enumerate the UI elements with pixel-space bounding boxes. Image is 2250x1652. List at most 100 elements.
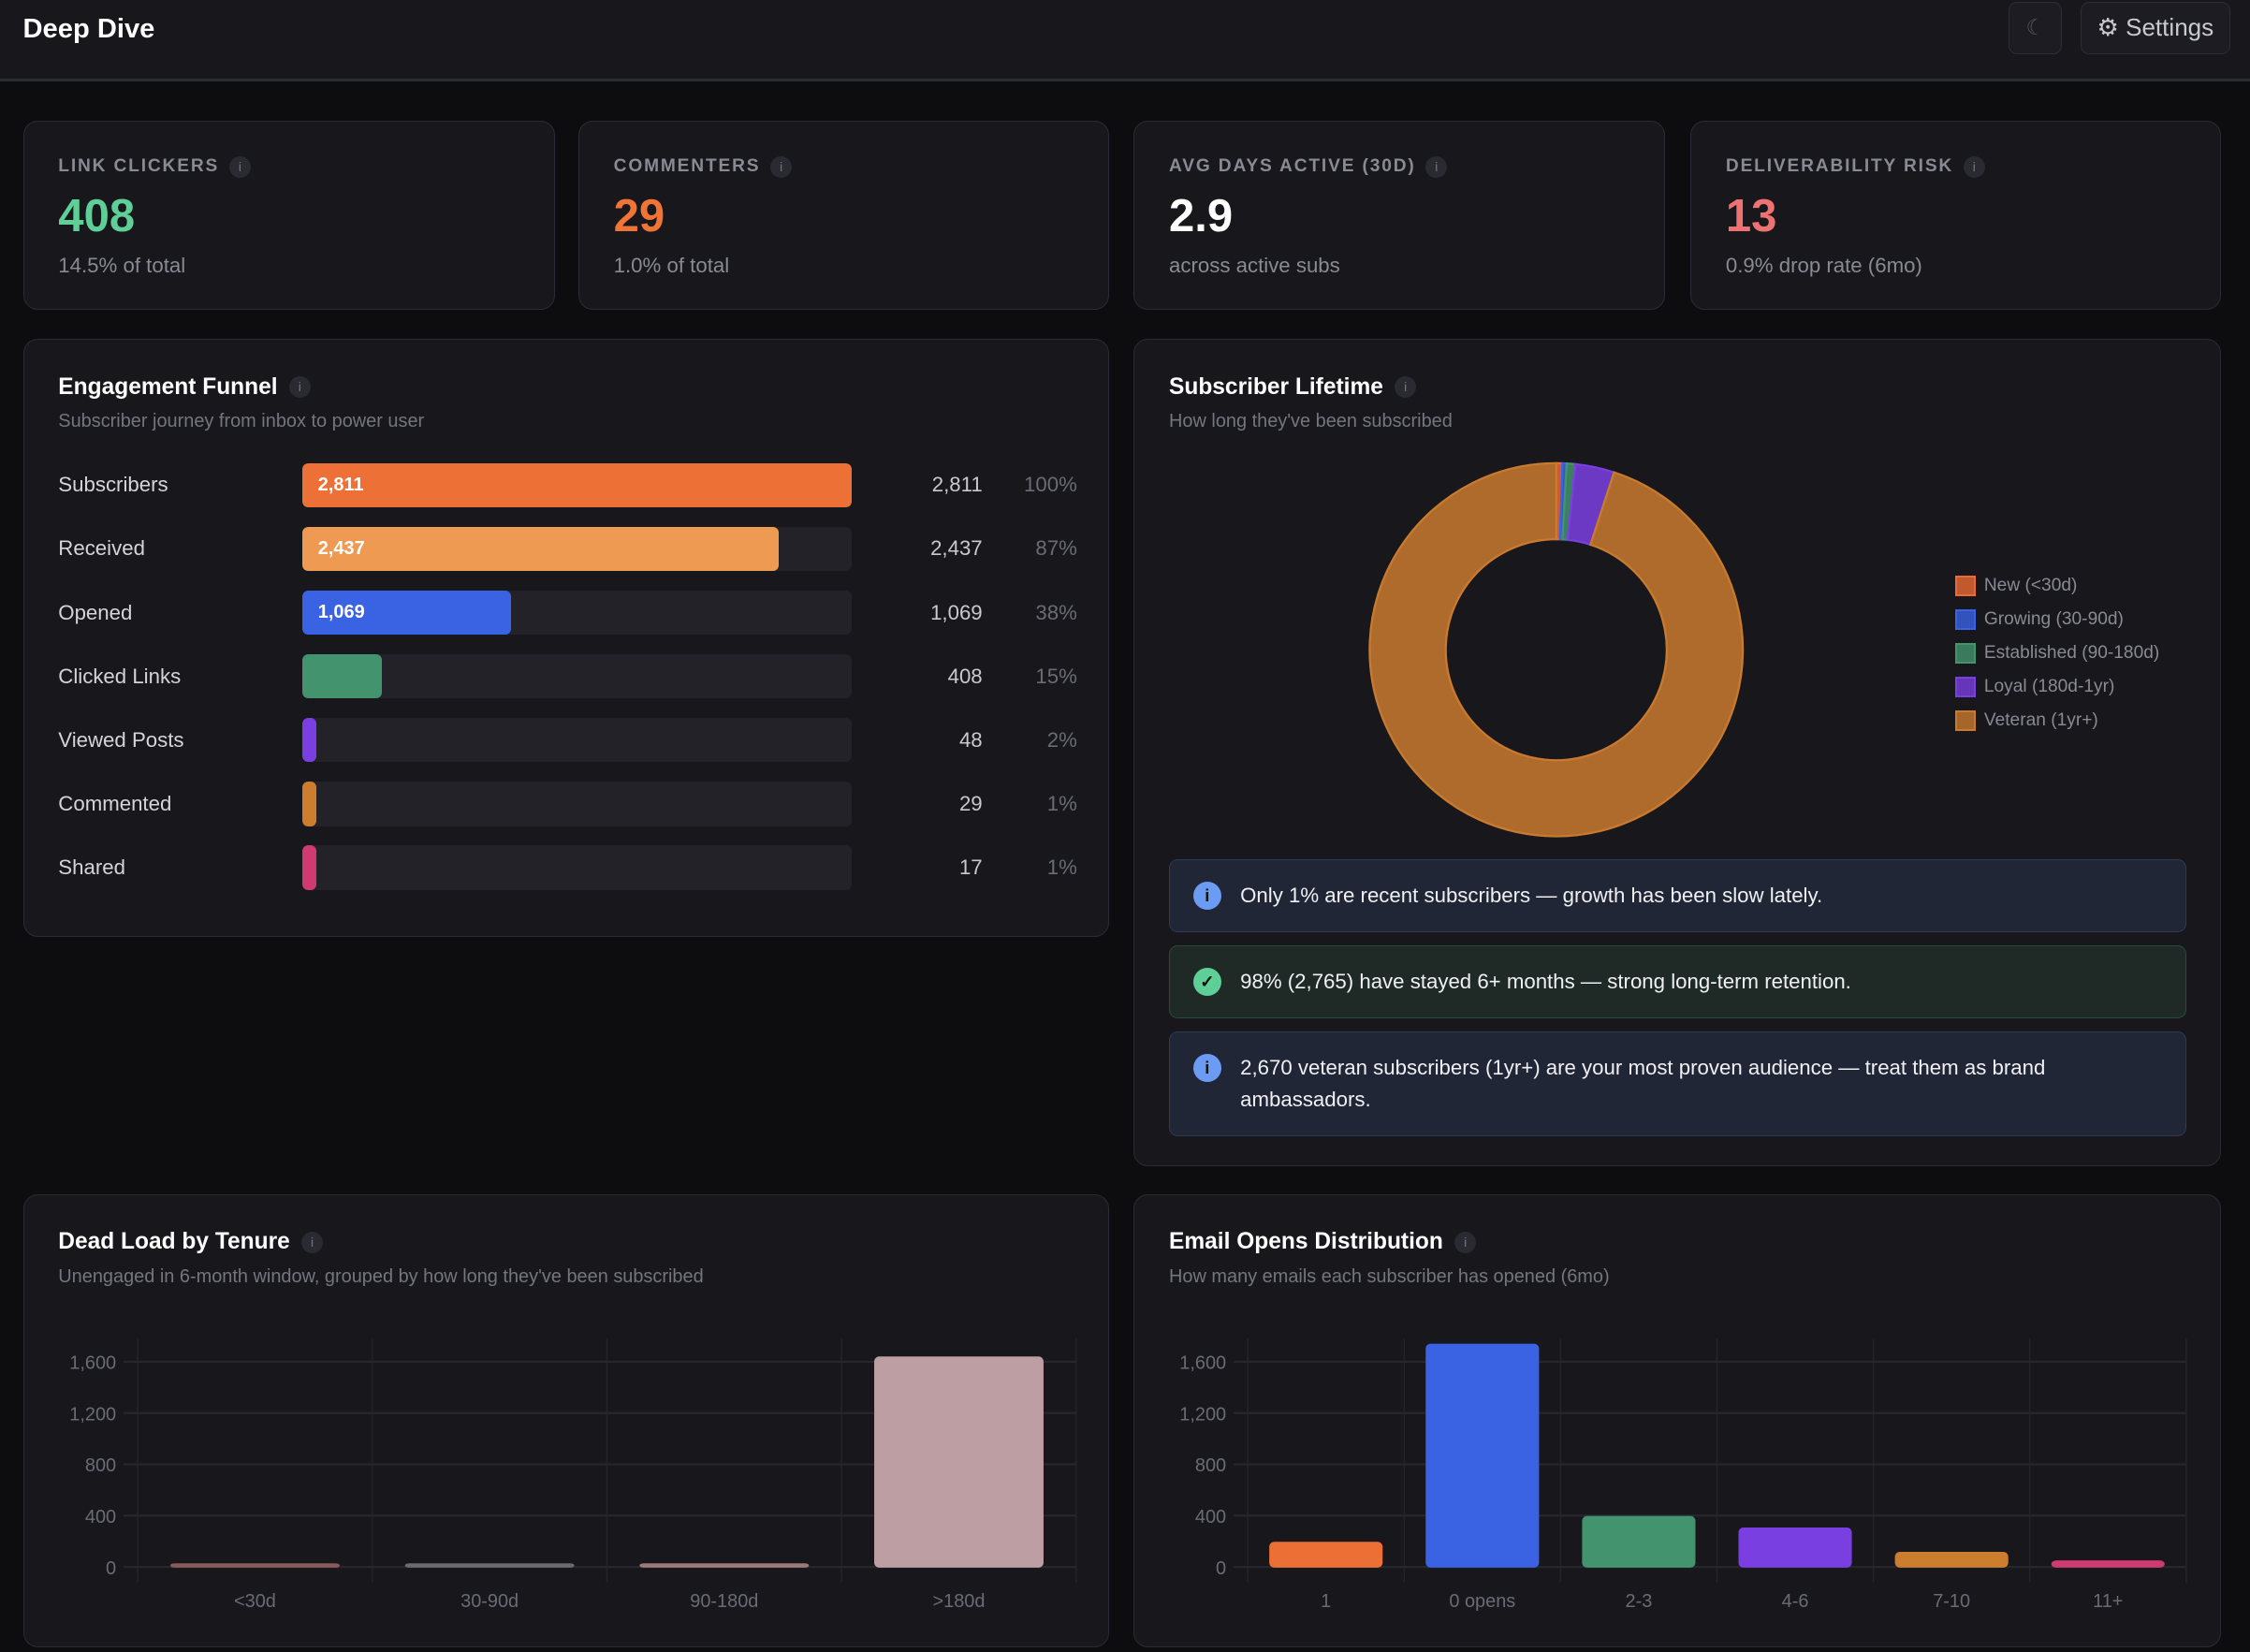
x-tick-label: 11+ (2093, 1591, 2123, 1612)
funnel-count: 2,437 (930, 536, 983, 561)
info-icon[interactable]: i (1395, 376, 1417, 399)
funnel-bar (301, 845, 317, 890)
donut-chart (1368, 461, 1745, 838)
funnel-count: 2,811 (931, 473, 983, 497)
theme-toggle-button[interactable]: ☾ (2009, 1, 2063, 55)
legend-label: Veteran (1yr+) (1983, 710, 2098, 731)
x-tick-label: 90-180d (690, 1591, 758, 1612)
funnel-label: Commented (58, 791, 172, 815)
funnel-label: Clicked Links (58, 664, 182, 688)
email-opens-card: Email Opens Distribution i How many email… (1133, 1193, 2222, 1648)
funnel-label: Shared (58, 855, 125, 879)
funnel-bar: 2,437 (301, 526, 779, 572)
info-icon[interactable]: i (1963, 155, 1985, 178)
stat-value: 13 (1725, 191, 1777, 242)
y-tick-label: 1,600 (1179, 1352, 1226, 1373)
info-icon[interactable]: i (288, 376, 311, 399)
stat-subtext: 0.9% drop rate (6mo) (1725, 253, 1922, 277)
email-opens-bar-chart: 0 400 800 1,200 1,600 1 0 opens 2-3 4-6 7-10 11+ (1179, 1338, 2187, 1612)
funnel-bar: 2,811 (301, 462, 853, 508)
stat-value: 29 (613, 191, 665, 242)
funnel-percent: 1% (1046, 855, 1077, 879)
funnel-row: Viewed Posts 48 2% (58, 717, 1077, 763)
legend-label: Growing (30-90d) (1983, 609, 2124, 630)
legend-item[interactable]: Loyal (180d-1yr) (1955, 670, 2159, 704)
funnel-percent: 38% (1035, 600, 1077, 624)
legend-swatch (1955, 710, 1976, 731)
funnel-row: Clicked Links 408 15% (58, 653, 1077, 699)
funnel-bar-track (301, 653, 853, 699)
legend-swatch (1955, 677, 1976, 697)
legend-swatch (1955, 643, 1976, 664)
info-insight: i 2,670 veteran subscribers (1yr+) are yo… (1169, 1031, 2187, 1137)
funnel-bar (301, 717, 317, 763)
info-icon[interactable]: i (1454, 1231, 1477, 1253)
y-tick-label: 400 (1195, 1507, 1226, 1528)
stat-label: DELIVERABILITY RISK (1725, 156, 1954, 177)
funnel-count: 408 (947, 664, 983, 688)
info-circle-icon: i (1192, 881, 1222, 911)
info-icon[interactable]: i (770, 155, 793, 178)
legend-item[interactable]: Growing (30-90d) (1955, 603, 2159, 636)
insight-text: Only 1% are recent subscribers — growth … (1240, 884, 1823, 908)
info-insight: i Only 1% are recent subscribers — growth… (1169, 858, 2187, 933)
dead-load-bar-chart: 0 400 800 1,200 1,600 <30d 30-90d 90-180d >180d (69, 1338, 1077, 1612)
settings-button[interactable]: ⚙ Settings (2081, 1, 2230, 55)
stat-subtext: 14.5% of total (58, 253, 186, 277)
stat-card: COMMENTERS i 29 1.0% of total (577, 120, 1110, 311)
funnel-bar (301, 653, 383, 699)
stat-label: COMMENTERS (613, 156, 761, 177)
funnel-percent: 100% (1024, 473, 1077, 497)
funnel-bar-track (301, 845, 853, 890)
funnel-bar-value: 2,811 (317, 474, 364, 495)
x-tick-label: 1 (1321, 1591, 1331, 1612)
card-title: Dead Load by Tenure (58, 1229, 290, 1255)
legend-swatch (1955, 609, 1976, 630)
y-tick-label: 800 (1195, 1455, 1226, 1476)
x-tick-label: 30-90d (460, 1591, 519, 1612)
bar[interactable] (1269, 1541, 1383, 1568)
bar[interactable] (169, 1562, 340, 1568)
funnel-count: 1,069 (930, 600, 983, 624)
legend-item[interactable]: New (<30d) (1955, 569, 2159, 603)
engagement-funnel-card: Engagement Funnel i Subscriber journey fr… (22, 338, 1110, 938)
bar[interactable] (2051, 1559, 2166, 1568)
stat-card: LINK CLICKERS i 408 14.5% of total (22, 120, 556, 311)
stat-value: 2.9 (1169, 191, 1234, 242)
moon-icon: ☾ (2025, 15, 2046, 40)
insight-text: 98% (2,765) have stayed 6+ months — stro… (1240, 970, 1851, 994)
info-icon[interactable]: i (301, 1231, 323, 1253)
card-title: Engagement Funnel (58, 373, 278, 400)
x-tick-label: 4-6 (1782, 1591, 1809, 1612)
stat-value: 408 (58, 191, 136, 242)
funnel-row: Subscribers 2,811 2,811 100% (58, 462, 1077, 508)
subscriber-lifetime-card: Subscriber Lifetime i How long they've be… (1133, 338, 2222, 1167)
legend-item[interactable]: Veteran (1yr+) (1955, 704, 2159, 738)
funnel-row: Received 2,437 2,437 87% (58, 526, 1077, 572)
bar[interactable] (1582, 1515, 1696, 1568)
bar[interactable] (1425, 1343, 1540, 1568)
x-tick-label: 2-3 (1626, 1591, 1653, 1612)
funnel-row: Opened 1,069 1,069 38% (58, 590, 1077, 636)
info-icon[interactable]: i (1425, 155, 1448, 178)
info-icon[interactable]: i (228, 155, 251, 178)
y-tick-label: 0 (1216, 1557, 1226, 1578)
y-tick-label: 1,600 (69, 1352, 116, 1373)
bar[interactable] (873, 1355, 1044, 1568)
card-title: Subscriber Lifetime (1169, 373, 1383, 400)
insight-text: 2,670 veteran subscribers (1yr+) are you… (1240, 1056, 2046, 1112)
funnel-percent: 87% (1035, 536, 1077, 561)
bar[interactable] (1738, 1527, 1852, 1568)
legend-item[interactable]: Established (90-180d) (1955, 636, 2159, 670)
funnel-label: Subscribers (58, 473, 168, 497)
card-subtitle: How many emails each subscriber has open… (1169, 1266, 1610, 1288)
donut-slice[interactable] (1368, 461, 1745, 838)
funnel-bar-track: 2,437 (301, 526, 853, 572)
y-tick-label: 1,200 (69, 1404, 116, 1425)
funnel-bar-value: 1,069 (317, 602, 365, 623)
bar[interactable] (404, 1562, 575, 1568)
stat-card: AVG DAYS ACTIVE (30D) i 2.9 across active… (1133, 120, 1665, 311)
card-title: Email Opens Distribution (1169, 1229, 1443, 1255)
bar[interactable] (638, 1562, 809, 1568)
bar[interactable] (1894, 1551, 2009, 1568)
